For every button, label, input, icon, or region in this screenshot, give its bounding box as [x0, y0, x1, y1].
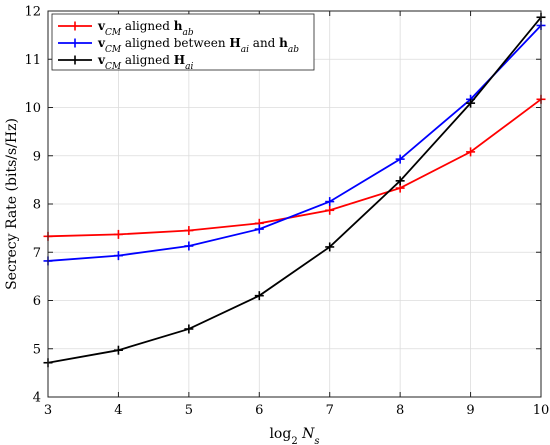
data-point [395, 154, 405, 164]
y-tick-label: 8 [33, 198, 41, 213]
legend-entry-3: vCM aligned Hai [58, 53, 193, 72]
series-layer [43, 12, 546, 368]
legend-text-3: vCM aligned Hai [97, 53, 193, 72]
tick-marks [47, 10, 542, 398]
x-tick-label: 10 [533, 403, 550, 418]
data-point [113, 251, 123, 261]
series-line-2 [47, 24, 542, 262]
data-point [254, 224, 264, 234]
data-point [184, 241, 194, 251]
y-tick-label: 11 [24, 53, 41, 68]
y-tick-label: 10 [24, 101, 41, 116]
legend-entry-1: vCM aligned hab [58, 19, 194, 38]
data-point [113, 229, 123, 239]
x-tick-label: 8 [396, 403, 404, 418]
y-tick-label: 5 [33, 342, 41, 357]
data-point [466, 98, 476, 108]
x-tick-label: 4 [114, 403, 122, 418]
y-tick-label: 4 [33, 391, 41, 406]
y-tick-label: 7 [33, 246, 41, 261]
data-point [325, 242, 335, 252]
data-point [325, 197, 335, 207]
data-point [184, 226, 194, 236]
series-line-1 [47, 98, 542, 238]
y-tick-label: 12 [24, 5, 41, 20]
x-tick-label: 3 [44, 403, 52, 418]
x-axis-label: log2 Ns [269, 426, 319, 445]
legend-text-1: vCM aligned hab [97, 19, 194, 38]
legend-entry-2: vCM aligned between Hai and hab [58, 36, 299, 55]
data-point [113, 345, 123, 355]
data-point [325, 205, 335, 215]
y-tick-label: 6 [33, 294, 41, 309]
y-axis-label: Secrecy Rate (bits/s/Hz) [4, 118, 20, 290]
data-point [254, 291, 264, 301]
x-tick-label: 5 [185, 403, 193, 418]
x-tick-label: 9 [466, 403, 474, 418]
legend-text-2: vCM aligned between Hai and hab [97, 36, 299, 55]
data-point [184, 324, 194, 334]
x-tick-label: 6 [255, 403, 263, 418]
legend: vCM aligned hab vCM aligned between Hai … [51, 13, 315, 72]
y-tick-label: 9 [33, 149, 41, 164]
data-point [466, 147, 476, 157]
legend-box [51, 13, 315, 71]
series-line-3 [47, 16, 542, 364]
x-tick-label: 7 [326, 403, 334, 418]
data-point [395, 176, 405, 186]
